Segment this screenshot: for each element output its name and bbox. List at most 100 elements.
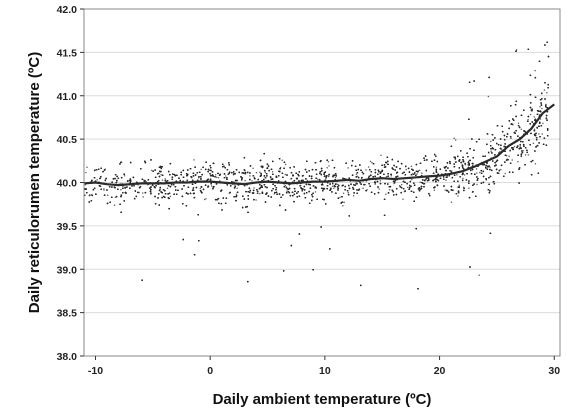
data-point xyxy=(534,162,537,165)
data-point xyxy=(224,175,227,177)
data-point xyxy=(529,113,532,116)
data-point xyxy=(255,171,258,174)
data-point xyxy=(120,188,122,191)
data-point xyxy=(487,95,490,98)
data-point xyxy=(478,274,480,276)
data-point xyxy=(284,173,287,176)
data-point xyxy=(193,159,195,161)
data-point xyxy=(369,160,372,163)
data-point xyxy=(103,188,105,190)
data-point xyxy=(462,177,464,180)
data-point xyxy=(476,172,478,174)
data-point xyxy=(327,161,330,163)
data-point xyxy=(161,179,164,181)
data-point xyxy=(284,163,287,166)
data-point xyxy=(400,183,403,186)
data-point xyxy=(334,176,337,179)
data-point xyxy=(114,196,117,199)
data-point xyxy=(454,139,457,141)
data-point xyxy=(255,199,257,201)
data-point xyxy=(450,170,453,172)
data-point xyxy=(450,201,453,203)
data-point xyxy=(235,193,238,195)
data-point xyxy=(256,192,259,194)
data-point xyxy=(538,133,540,135)
data-point xyxy=(527,154,530,156)
data-point xyxy=(251,180,253,182)
data-point xyxy=(96,179,98,181)
data-point xyxy=(490,150,492,153)
data-point xyxy=(367,166,370,168)
data-point xyxy=(419,181,421,183)
data-point xyxy=(411,172,414,175)
data-point xyxy=(347,191,349,194)
data-point xyxy=(532,142,535,144)
data-point xyxy=(317,178,319,180)
data-point xyxy=(141,192,144,194)
data-point xyxy=(463,174,466,176)
data-point xyxy=(380,154,382,156)
data-point xyxy=(217,176,220,179)
data-point xyxy=(533,128,536,130)
data-point xyxy=(490,140,492,143)
data-point xyxy=(314,191,317,193)
data-point xyxy=(515,48,518,51)
data-point xyxy=(366,188,368,191)
data-point xyxy=(327,175,329,177)
data-point xyxy=(405,168,407,171)
data-point xyxy=(85,171,87,174)
data-point xyxy=(453,137,455,139)
data-point xyxy=(468,187,470,189)
data-point xyxy=(365,169,367,171)
data-point xyxy=(331,185,334,188)
data-point xyxy=(504,172,506,175)
data-point xyxy=(249,175,251,177)
data-point xyxy=(169,195,172,198)
data-point xyxy=(164,178,166,180)
data-point xyxy=(500,168,502,171)
data-point xyxy=(385,193,387,195)
data-point xyxy=(511,159,513,161)
data-point xyxy=(541,133,543,135)
data-point xyxy=(352,195,355,197)
data-point xyxy=(374,183,376,185)
data-point xyxy=(113,204,116,206)
data-point xyxy=(362,187,364,190)
data-point xyxy=(513,145,516,148)
data-point xyxy=(539,105,541,108)
data-point xyxy=(244,179,246,182)
data-point xyxy=(546,92,548,94)
data-point xyxy=(475,168,478,170)
data-point xyxy=(326,167,328,169)
data-point xyxy=(253,187,255,189)
data-point xyxy=(342,204,344,207)
data-point xyxy=(342,192,345,195)
data-point xyxy=(151,169,153,172)
data-point xyxy=(534,69,536,72)
data-point xyxy=(533,116,536,118)
data-point xyxy=(517,160,519,163)
data-point xyxy=(347,167,349,169)
data-point xyxy=(236,187,238,189)
data-point xyxy=(343,201,345,204)
data-point xyxy=(259,193,261,195)
data-point xyxy=(364,183,366,186)
data-point xyxy=(479,171,481,174)
data-point xyxy=(199,187,202,190)
data-point xyxy=(524,154,527,156)
data-point xyxy=(325,177,327,180)
data-point xyxy=(476,183,478,186)
data-point xyxy=(106,194,109,197)
data-point xyxy=(103,189,105,191)
data-point xyxy=(421,172,423,174)
data-point xyxy=(457,195,459,197)
data-point xyxy=(418,169,421,172)
data-point xyxy=(433,189,436,191)
data-point xyxy=(210,185,213,187)
data-point xyxy=(388,189,391,191)
data-point xyxy=(458,184,460,186)
data-point xyxy=(379,179,382,182)
data-point xyxy=(541,107,543,110)
